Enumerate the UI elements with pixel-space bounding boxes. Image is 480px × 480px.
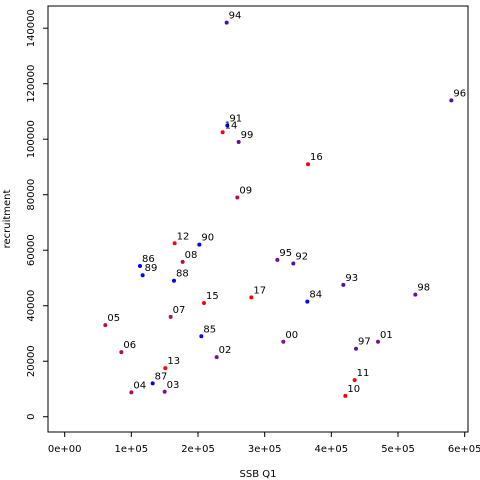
point-label: 99 [241,130,254,141]
point-label: 09 [239,185,252,196]
point-label: 91 [229,113,242,124]
point-label: 05 [107,313,120,324]
y-tick-label: 60000 [26,234,37,266]
data-point [162,389,167,394]
data-point [224,20,229,25]
data-point [352,378,357,383]
y-axis-label: recruitment [2,190,13,249]
data-point [341,282,346,287]
data-point [413,292,418,297]
point-label: 85 [203,324,216,335]
point-label: 84 [309,290,322,301]
point-label: 13 [167,356,180,367]
point-label: 06 [123,340,136,351]
data-point [214,355,219,360]
y-tick-label: 100000 [26,120,37,158]
point-label: 95 [279,248,292,259]
point-label: 97 [358,337,371,348]
data-point [172,241,177,246]
point-label: 04 [133,380,146,391]
x-axis-label: SSB Q1 [240,469,277,480]
data-point [199,334,204,339]
data-point [202,300,206,305]
data-point [168,314,173,319]
point-label: 17 [253,285,266,296]
point-label: 07 [173,305,186,316]
point-label: 89 [145,263,158,274]
data-point [140,273,145,278]
point-label: 02 [219,345,232,356]
point-label: 08 [185,250,198,261]
x-tick-label: 0e+00 [48,444,82,455]
y-tick-label: 120000 [26,65,37,103]
point-label: 01 [380,330,393,341]
data-point [220,130,225,135]
x-tick-label: 1e+05 [115,444,149,455]
data-point [236,139,241,144]
point-label: 03 [167,380,180,391]
data-point [163,366,168,371]
point-label: 93 [345,273,358,284]
data-point [249,295,254,300]
data-point [225,123,230,128]
x-tick-label: 3e+05 [248,444,282,455]
x-tick-label: 2e+05 [181,444,215,455]
x-tick-label: 5e+05 [381,444,415,455]
data-point [197,242,202,247]
axes: 0e+00 1e+05 2e+05 3e+05 4e+05 5e+05 6e+0502000… [26,9,480,455]
data-point [150,381,155,386]
data-point [275,257,280,262]
data-point [291,261,296,266]
x-tick-label: 6e+05 [448,444,480,455]
data-point [172,278,176,283]
y-tick-label: 40000 [26,290,37,322]
data-point [281,339,286,344]
data-point [235,195,240,200]
data-point [180,259,185,264]
point-label: 86 [142,254,155,265]
point-label: 88 [176,269,189,280]
y-tick-label: 140000 [26,9,37,47]
plot-frame [47,5,469,433]
data-point [343,393,348,398]
data-point [119,350,124,355]
data-point [129,390,134,395]
point-label: 11 [357,368,370,379]
data-point [354,346,358,351]
point-label: 12 [177,231,190,242]
x-tick-label: 4e+05 [315,444,349,455]
point-label: 98 [417,283,430,294]
data-point [306,162,310,167]
data-point [103,323,108,328]
point-label: 10 [347,384,360,395]
point-label: 15 [206,291,219,302]
point-label: 87 [155,371,168,382]
point-label: 92 [295,252,308,263]
point-label: 94 [229,11,242,22]
point-label: 14 [225,120,238,131]
point-label: 16 [310,152,323,163]
data-point [376,339,380,344]
y-tick-label: 80000 [26,179,37,211]
y-tick-label: 0 [26,414,37,420]
point-label: 90 [201,233,214,244]
point-label: 96 [453,88,466,99]
data-point [449,98,454,103]
data-point [138,264,142,269]
point-label: 00 [285,330,298,341]
data-point [305,299,310,304]
y-tick-label: 20000 [26,345,37,377]
